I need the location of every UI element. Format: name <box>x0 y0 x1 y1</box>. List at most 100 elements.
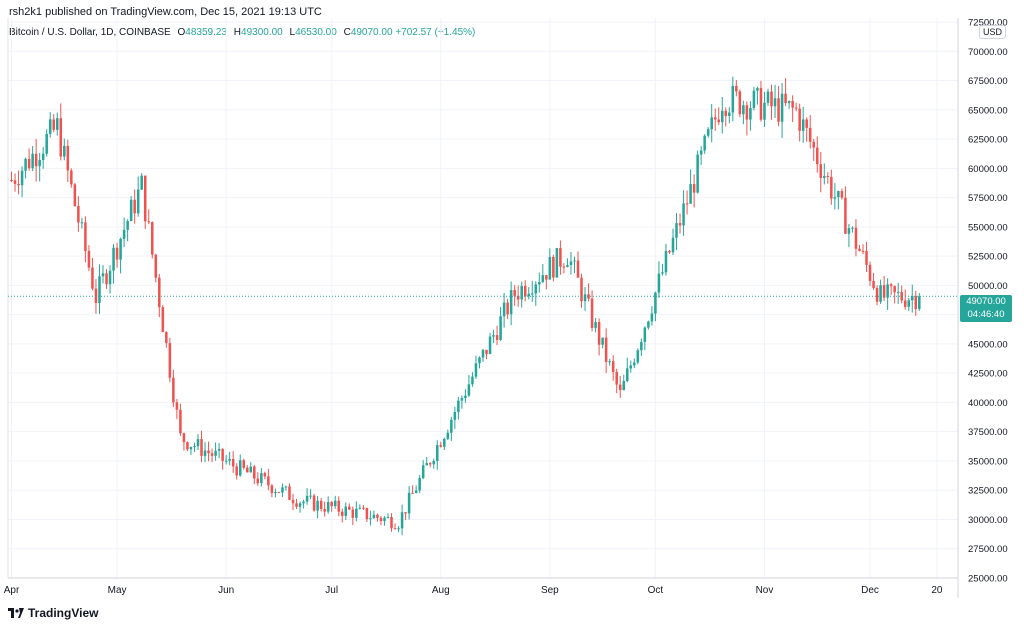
candle-body <box>889 284 893 287</box>
candle-body <box>763 102 766 120</box>
candle-body <box>837 191 840 198</box>
candle-body <box>249 466 253 473</box>
candle-body <box>717 119 721 123</box>
currency-badge[interactable]: USD <box>979 25 1007 39</box>
candle-body <box>379 517 383 522</box>
candle-body <box>45 133 48 154</box>
candle-body <box>833 197 837 199</box>
candle-body <box>228 458 231 461</box>
candle-body <box>295 503 298 507</box>
candle-body <box>699 150 703 155</box>
candle-body <box>914 296 918 310</box>
close-value: 49070.00 <box>350 27 393 38</box>
candle-body <box>446 432 450 439</box>
candle-body <box>534 284 538 294</box>
candle-body <box>678 223 682 226</box>
candle-body <box>636 350 640 363</box>
candle-body <box>805 119 808 128</box>
candle-body <box>692 184 696 193</box>
candle-body <box>77 205 80 223</box>
candle-body <box>682 203 685 226</box>
candle-body <box>689 184 692 204</box>
y-tick-label: 60000.00 <box>968 164 1008 175</box>
y-tick-label: 50000.00 <box>968 281 1008 292</box>
symbol-title[interactable]: Bitcoin / U.S. Dollar, 1D, COINBASE <box>9 27 171 38</box>
candle-body <box>182 433 186 443</box>
candle-body <box>611 361 615 372</box>
candle-body <box>344 506 348 516</box>
candle-body <box>84 222 87 251</box>
y-tick-label: 37500.00 <box>968 427 1008 438</box>
y-tick-label: 27500.00 <box>968 544 1008 555</box>
candle-body <box>541 275 545 282</box>
candle-body <box>580 277 583 302</box>
candle-body <box>643 327 647 342</box>
candle-body <box>281 487 284 493</box>
candle-body <box>840 191 844 198</box>
candle-body <box>858 248 861 251</box>
candle-body <box>886 284 889 298</box>
candle-body <box>193 446 196 448</box>
candle-body <box>172 377 175 403</box>
candle-body <box>562 266 566 268</box>
candle-body <box>147 221 151 223</box>
candle-body <box>340 511 344 516</box>
candle-body <box>200 439 203 456</box>
candle-body <box>214 450 217 456</box>
candle-body <box>622 381 626 391</box>
candle-body <box>348 506 351 510</box>
candle-body <box>411 492 414 494</box>
candle-body <box>808 127 812 142</box>
candle-body <box>34 153 38 167</box>
candle-body <box>861 250 865 252</box>
candle-body <box>777 98 780 122</box>
candle-body <box>13 180 17 184</box>
candle-body <box>31 153 34 169</box>
candle-body <box>17 183 20 186</box>
candle-body <box>724 110 728 116</box>
candle-body <box>735 86 738 92</box>
candle-body <box>256 478 260 484</box>
candle-body <box>474 363 478 377</box>
axes: 72500.00 70000.00 67500.00 65000.00 62500.00… <box>4 18 1008 598</box>
candle-body <box>770 91 773 107</box>
x-tick-label: Nov <box>756 585 774 596</box>
candle-body <box>872 280 875 289</box>
candle-body <box>425 463 428 466</box>
candle-body <box>555 248 559 278</box>
candle-body <box>756 87 759 91</box>
high-label: H <box>233 27 242 38</box>
candle-body <box>633 362 636 366</box>
candle-body <box>583 294 587 302</box>
candle-body <box>893 286 896 293</box>
candle-body <box>798 108 801 131</box>
y-tick-label: 42500.00 <box>968 369 1008 380</box>
candle-body <box>548 257 552 280</box>
candle-body <box>207 450 210 454</box>
candle-body <box>203 450 207 456</box>
x-tick-label: Dec <box>861 585 879 596</box>
candle-body <box>538 281 541 285</box>
candle-body <box>397 528 400 530</box>
candle-body <box>604 337 608 362</box>
candle-body <box>745 105 749 120</box>
candle-body <box>780 93 784 122</box>
low-label: L <box>289 27 296 38</box>
x-tick-label: May <box>108 585 127 596</box>
x-tick-label: Jun <box>218 585 234 596</box>
candle-body <box>414 490 418 493</box>
candle-body <box>450 419 453 433</box>
candle-body <box>530 293 534 295</box>
candle-body <box>728 112 731 116</box>
candle-body <box>819 164 823 178</box>
candle-body <box>657 273 661 293</box>
candle-body <box>390 517 393 529</box>
close-label: C <box>343 27 351 38</box>
candle-body <box>355 508 358 518</box>
candle-body <box>499 316 502 340</box>
candle-body <box>569 261 573 266</box>
x-tick-label: Apr <box>4 585 20 596</box>
candle-body <box>263 473 267 477</box>
candle-body <box>80 222 84 224</box>
